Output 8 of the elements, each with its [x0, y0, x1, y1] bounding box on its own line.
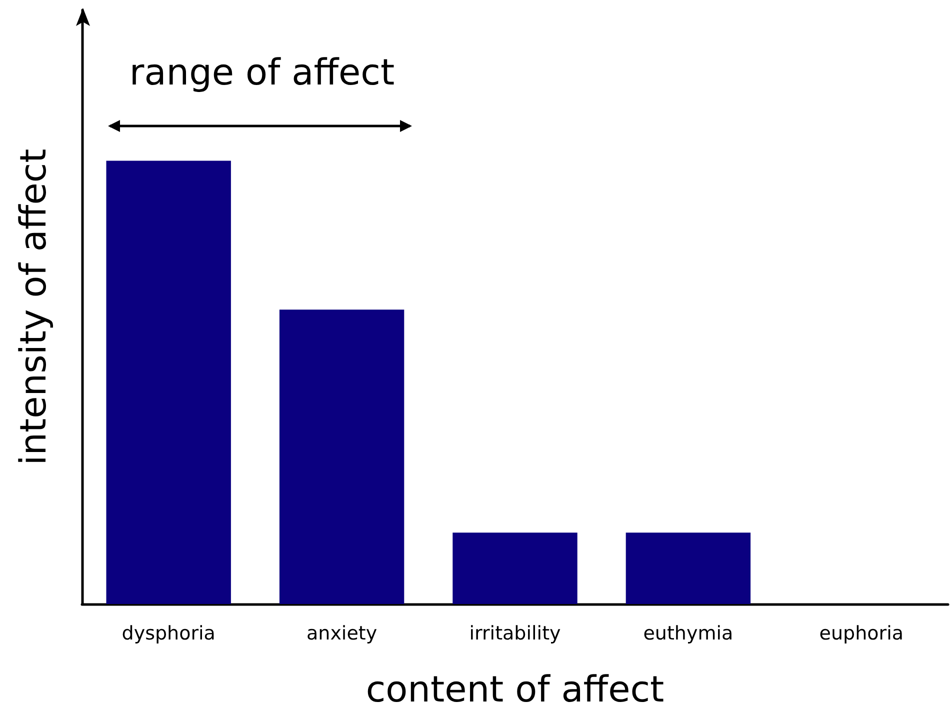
y-axis-title: intensity of affect — [14, 148, 54, 466]
text: range of affect — [129, 52, 395, 94]
x-tick-label: anxiety — [306, 622, 378, 644]
x-tick-label: euphoria — [819, 622, 904, 644]
x-tick-label: irritability — [469, 622, 561, 644]
x-tick-label: euthymia — [643, 622, 734, 644]
x-tick-label: dysphoria — [122, 622, 216, 644]
x-axis-title: content of affect — [366, 670, 664, 710]
